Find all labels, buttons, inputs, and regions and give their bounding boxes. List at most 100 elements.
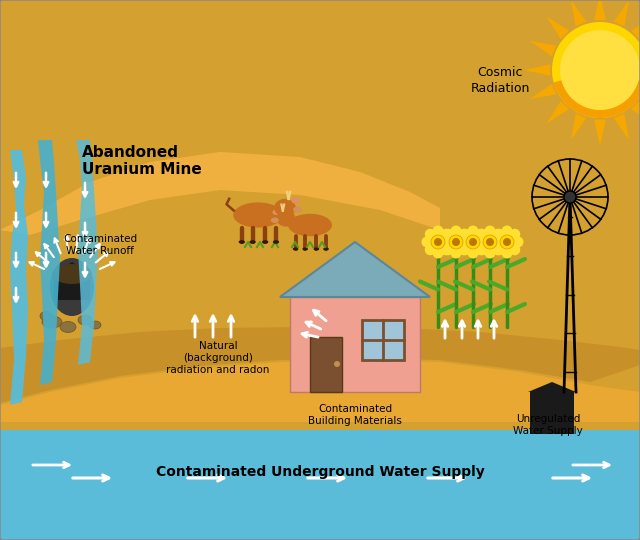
Circle shape	[460, 244, 471, 255]
Circle shape	[476, 244, 486, 255]
Polygon shape	[594, 120, 606, 146]
Circle shape	[458, 244, 469, 255]
Ellipse shape	[60, 321, 76, 333]
Ellipse shape	[273, 210, 280, 215]
Polygon shape	[547, 101, 569, 124]
Ellipse shape	[302, 247, 308, 251]
Circle shape	[477, 244, 488, 255]
Polygon shape	[0, 0, 640, 405]
Ellipse shape	[78, 315, 92, 325]
Circle shape	[334, 361, 340, 367]
Polygon shape	[631, 101, 640, 124]
Ellipse shape	[40, 312, 52, 321]
Polygon shape	[530, 84, 556, 99]
Text: Contaminated
Water Runoff: Contaminated Water Runoff	[63, 234, 137, 256]
Circle shape	[502, 247, 513, 259]
Ellipse shape	[276, 211, 296, 227]
Circle shape	[456, 237, 467, 247]
Polygon shape	[0, 152, 440, 235]
Circle shape	[477, 229, 488, 240]
Circle shape	[452, 238, 460, 246]
Circle shape	[509, 244, 520, 255]
Ellipse shape	[89, 321, 101, 329]
Ellipse shape	[271, 218, 279, 223]
Circle shape	[513, 237, 524, 247]
Circle shape	[503, 238, 511, 246]
Circle shape	[425, 244, 436, 255]
Circle shape	[492, 244, 503, 255]
Bar	[530, 392, 574, 434]
Text: Natural
(background)
radiation and radon: Natural (background) radiation and radon	[166, 341, 269, 375]
Polygon shape	[614, 0, 629, 26]
Polygon shape	[260, 184, 640, 265]
Circle shape	[476, 229, 486, 240]
Text: Contaminated
Building Materials: Contaminated Building Materials	[308, 404, 402, 426]
Ellipse shape	[314, 247, 319, 251]
Circle shape	[495, 237, 506, 247]
Ellipse shape	[233, 202, 283, 227]
Polygon shape	[0, 0, 640, 422]
Polygon shape	[524, 64, 550, 76]
Ellipse shape	[293, 247, 298, 251]
Ellipse shape	[291, 198, 300, 204]
Circle shape	[443, 229, 454, 240]
Circle shape	[469, 238, 477, 246]
Polygon shape	[0, 0, 640, 320]
Circle shape	[509, 229, 520, 240]
Circle shape	[560, 30, 640, 110]
Polygon shape	[614, 113, 629, 140]
Circle shape	[502, 226, 513, 237]
Circle shape	[492, 229, 503, 240]
Circle shape	[467, 247, 479, 259]
Polygon shape	[76, 140, 98, 365]
Circle shape	[425, 229, 436, 240]
Text: Contaminated Underground Water Supply: Contaminated Underground Water Supply	[156, 465, 484, 479]
Text: Unregulated
Water Supply: Unregulated Water Supply	[513, 414, 583, 436]
Circle shape	[483, 235, 497, 249]
Circle shape	[444, 237, 454, 247]
Ellipse shape	[52, 264, 92, 284]
Ellipse shape	[262, 240, 268, 244]
Circle shape	[440, 237, 451, 247]
Text: Abandoned
Uranium Mine: Abandoned Uranium Mine	[82, 145, 202, 178]
Ellipse shape	[250, 240, 256, 244]
Circle shape	[422, 237, 433, 247]
Circle shape	[466, 235, 480, 249]
Polygon shape	[547, 16, 569, 39]
Circle shape	[484, 226, 495, 237]
Circle shape	[484, 247, 495, 259]
Polygon shape	[38, 140, 60, 385]
Circle shape	[493, 229, 505, 240]
Polygon shape	[130, 160, 640, 257]
Circle shape	[451, 226, 461, 237]
Polygon shape	[54, 262, 90, 300]
Circle shape	[443, 244, 454, 255]
Circle shape	[434, 238, 442, 246]
Circle shape	[479, 237, 490, 247]
Polygon shape	[571, 113, 586, 140]
Circle shape	[461, 237, 472, 247]
Bar	[310, 337, 342, 392]
Circle shape	[490, 237, 502, 247]
Polygon shape	[594, 0, 606, 21]
Circle shape	[552, 22, 640, 118]
Text: Cosmic
Radiation: Cosmic Radiation	[470, 65, 530, 94]
Polygon shape	[0, 327, 640, 403]
Circle shape	[564, 191, 576, 203]
Ellipse shape	[239, 240, 245, 244]
Circle shape	[431, 235, 445, 249]
Polygon shape	[0, 430, 640, 540]
Circle shape	[433, 226, 444, 237]
Circle shape	[451, 247, 461, 259]
Ellipse shape	[274, 199, 296, 217]
Circle shape	[500, 235, 514, 249]
Circle shape	[474, 237, 484, 247]
Polygon shape	[571, 0, 586, 26]
Circle shape	[440, 229, 451, 240]
Ellipse shape	[288, 214, 332, 236]
Ellipse shape	[323, 247, 329, 251]
Circle shape	[493, 244, 505, 255]
Polygon shape	[528, 382, 576, 392]
Ellipse shape	[293, 206, 302, 213]
Bar	[362, 320, 404, 360]
